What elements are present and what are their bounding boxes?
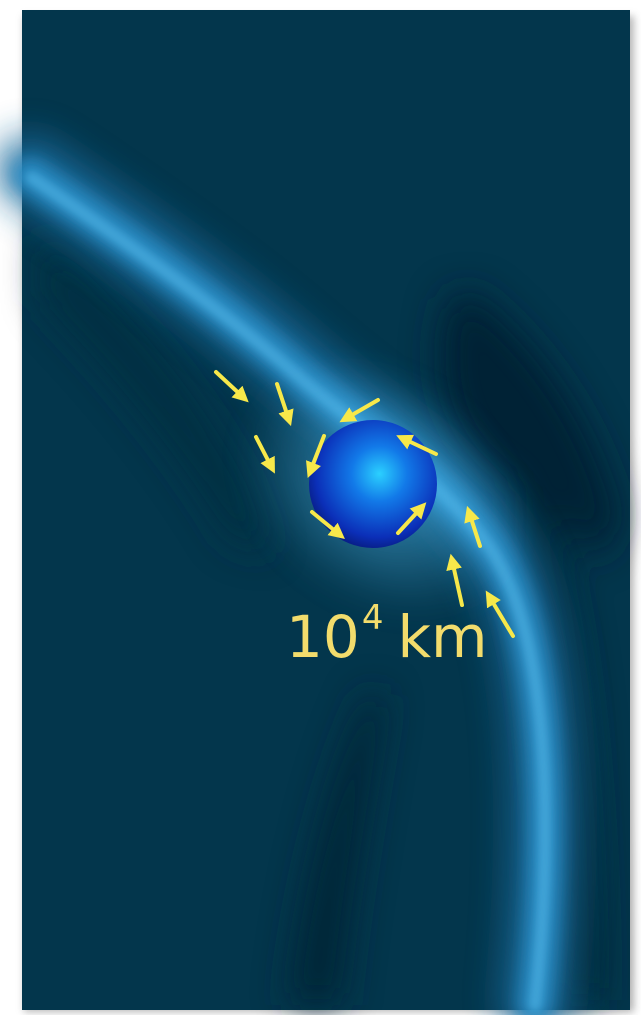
scale-label-base: 10 xyxy=(286,603,360,671)
dark-lane-lower xyxy=(290,690,385,1005)
arrow-icon xyxy=(306,434,326,478)
arrow-icon xyxy=(214,370,249,403)
scale-label-exponent: 4 xyxy=(361,598,384,638)
arrow-icon xyxy=(254,435,275,474)
dark-lane-left xyxy=(40,230,270,555)
inflow-arrows xyxy=(214,370,515,638)
arrow-icon xyxy=(275,382,294,427)
arrow-icon xyxy=(396,502,427,535)
scale-label: 104 km xyxy=(286,601,488,666)
scale-label-unit: km xyxy=(397,603,488,671)
arrow-icon xyxy=(485,590,515,638)
arrow-icon xyxy=(310,510,345,540)
arrow-icon xyxy=(446,553,464,607)
arrow-icon xyxy=(464,505,482,548)
arrow-icon xyxy=(396,434,438,456)
collapsing-sphere-icon xyxy=(309,420,437,548)
dark-lane-upper-right xyxy=(439,290,620,560)
arrow-icon xyxy=(339,398,380,423)
